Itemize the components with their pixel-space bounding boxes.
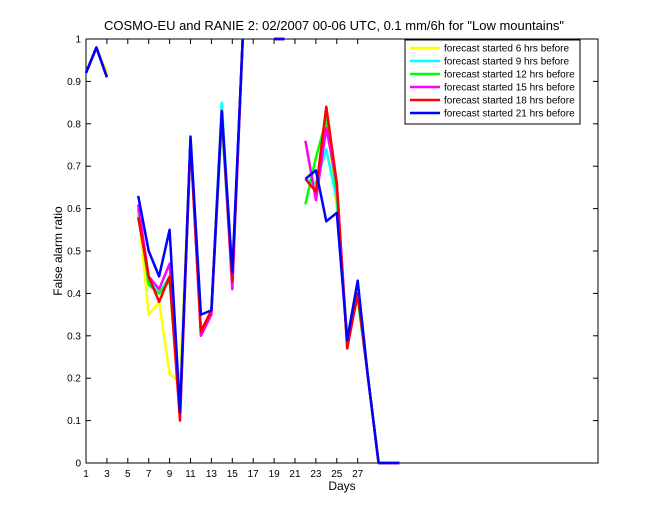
x-tick-label: 23 (310, 469, 322, 480)
x-tick-label: 25 (331, 469, 343, 480)
legend-entry: forecast started 21 hrs before (444, 109, 575, 120)
x-tick-label: 11 (185, 469, 196, 480)
axis-ticks: 1 3 5 7 9 11 13 15 17 19 21 23 25 2700.10.20.30.40.50… (67, 35, 598, 480)
y-tick-label: 0.5 (67, 247, 81, 258)
series-lines (84, 37, 400, 465)
chart-title: COSMO-EU and RANIE 2: 02/2007 00-06 UTC,… (104, 18, 564, 33)
x-axis-label: Days (328, 479, 355, 493)
legend-entry: forecast started 9 hrs before (444, 57, 570, 68)
y-tick-label: 0.4 (67, 289, 81, 300)
y-axis-label: False alarm ratio (51, 206, 65, 296)
legend-entry: forecast started 15 hrs before (444, 83, 575, 94)
y-tick-label: 0.1 (67, 416, 81, 427)
x-tick-label: 3 (104, 469, 110, 480)
legend-box (404, 39, 581, 125)
x-tick-label: 15 (227, 469, 239, 480)
series-line-6 (84, 37, 400, 465)
y-tick-label: 0.9 (67, 77, 81, 88)
y-tick-label: 0.2 (67, 374, 81, 385)
x-tick-label: 27 (352, 469, 364, 480)
legend: forecast started 6 hrs before forecast st… (404, 39, 581, 125)
legend-entry: forecast started 18 hrs before (444, 96, 575, 107)
x-tick-label: 7 (146, 469, 152, 480)
x-tick-label: 13 (206, 469, 218, 480)
y-tick-label: 0.6 (67, 204, 81, 215)
legend-entry: forecast started 6 hrs before (444, 44, 570, 55)
y-tick-label: 1 (75, 35, 81, 46)
x-tick-label: 5 (125, 469, 131, 480)
x-tick-label: 19 (269, 469, 281, 480)
y-tick-label: 0.7 (67, 162, 81, 173)
y-tick-label: 0.3 (67, 331, 81, 342)
x-tick-label: 17 (248, 469, 260, 480)
x-tick-label: 9 (167, 469, 173, 480)
y-tick-label: 0 (75, 459, 81, 470)
y-tick-label: 0.8 (67, 119, 81, 130)
x-tick-label: 21 (289, 469, 301, 480)
x-tick-label: 1 (83, 469, 89, 480)
legend-entry: forecast started 12 hrs before (444, 70, 575, 81)
